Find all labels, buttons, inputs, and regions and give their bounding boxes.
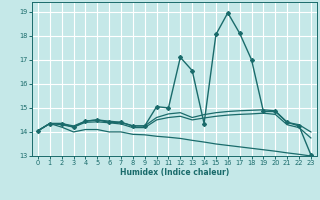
X-axis label: Humidex (Indice chaleur): Humidex (Indice chaleur): [120, 168, 229, 177]
